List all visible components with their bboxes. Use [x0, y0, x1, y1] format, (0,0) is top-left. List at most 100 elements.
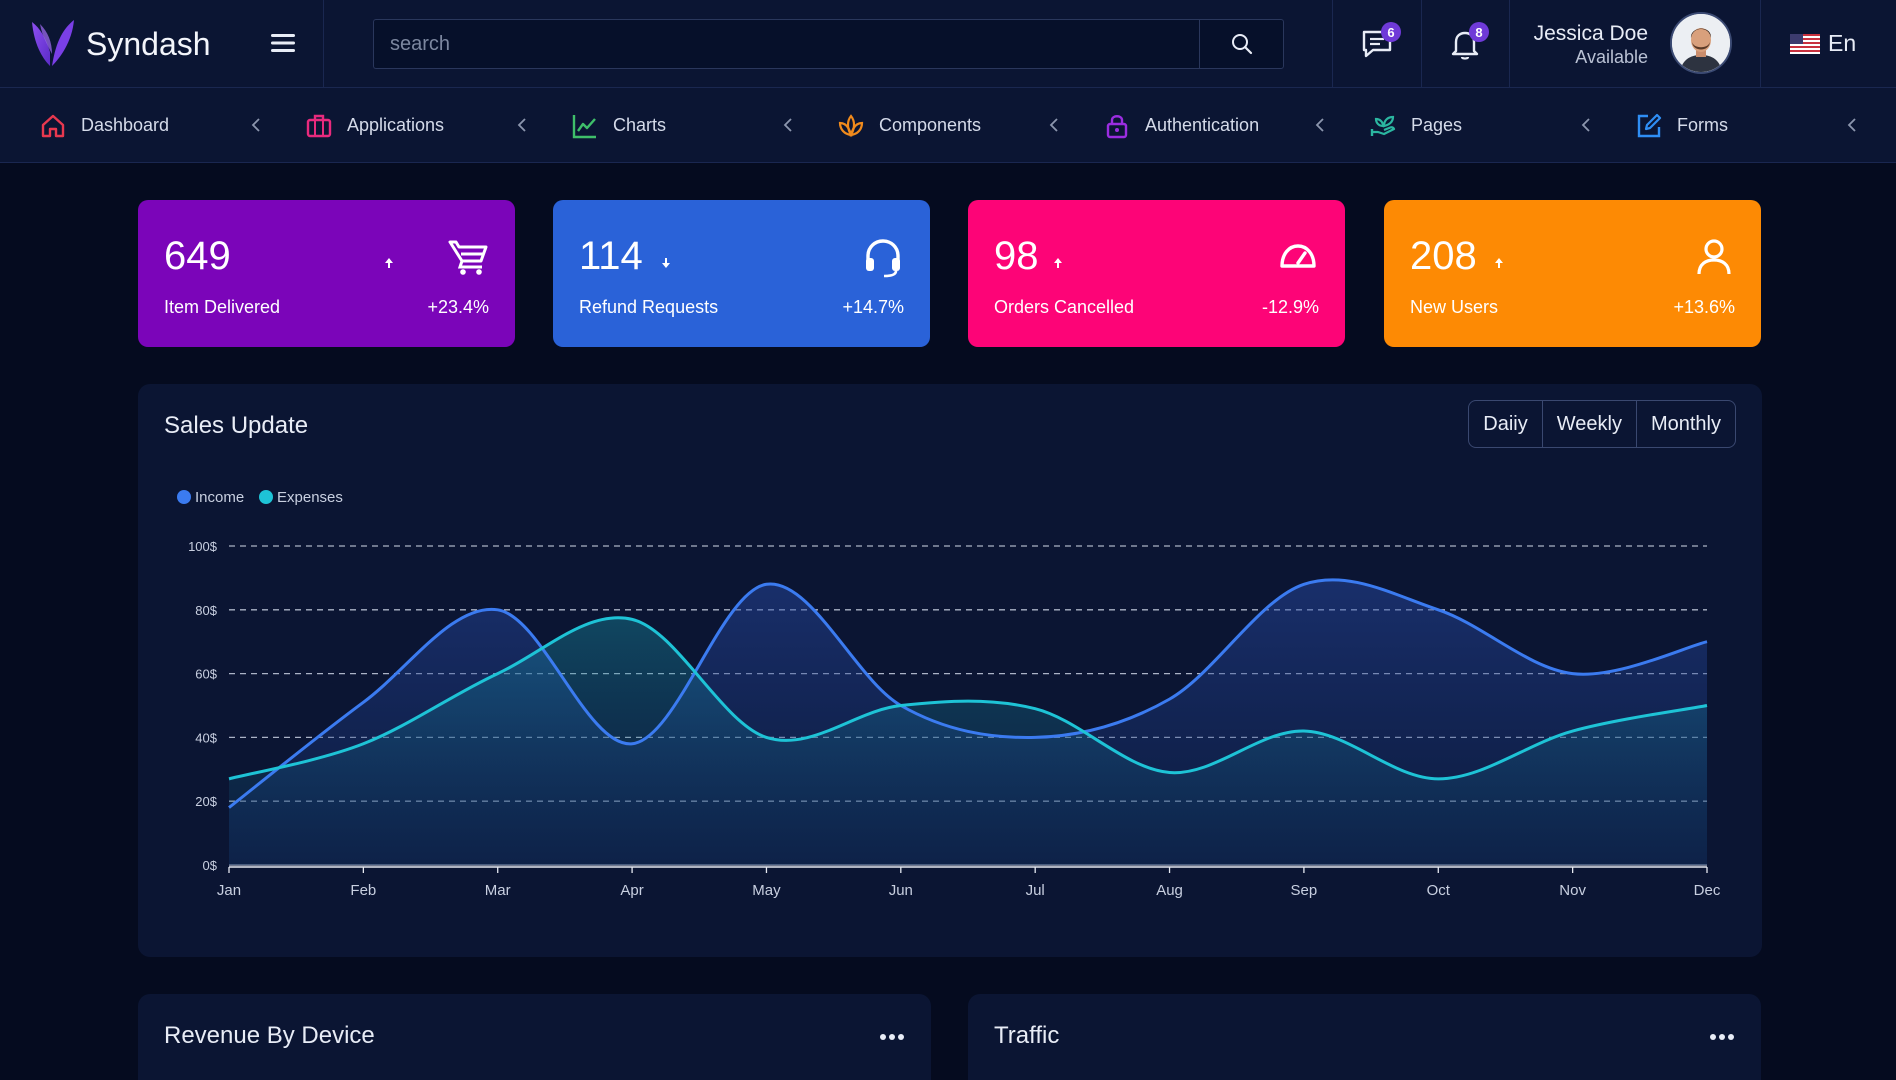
stat-change: +23.4% [427, 297, 489, 317]
nav-item-components[interactable]: Components [798, 88, 1064, 163]
stat-card-new-users: 208 New Users +13.6% [1384, 200, 1761, 347]
y-tick-label: 80$ [195, 603, 217, 618]
header-divider [1332, 0, 1333, 88]
home-icon [41, 114, 65, 137]
stat-label: New Users [1410, 297, 1499, 317]
headset-icon [866, 239, 900, 278]
nav-label: Components [879, 115, 982, 135]
chevron-left-icon [1315, 118, 1324, 132]
search-button[interactable] [1199, 19, 1284, 69]
x-tick-label: Feb [350, 882, 376, 899]
header-divider [1760, 0, 1761, 88]
header-divider [1421, 0, 1422, 88]
legend-marker [177, 490, 191, 504]
hamburger-menu-icon[interactable] [268, 28, 298, 58]
x-tick-label: Oct [1427, 882, 1451, 899]
x-tick-label: May [752, 882, 781, 899]
top-header: Syndash 6 8 Jessica [0, 0, 1896, 88]
bell-icon [1451, 31, 1479, 60]
arrow-up-icon [1054, 258, 1062, 268]
chevron-left-icon [1847, 118, 1856, 132]
stat-value: 649 [164, 234, 231, 278]
range-toggle: Daiiy Weekly Monthly [1468, 400, 1736, 448]
nav-label: Pages [1411, 115, 1463, 135]
x-tick-label: Dec [1694, 882, 1721, 899]
card-title: Revenue By Device [164, 1022, 375, 1049]
notifications-button[interactable]: 8 [1447, 22, 1489, 62]
language-selector[interactable]: En [1790, 30, 1856, 57]
nav-item-charts[interactable]: Charts [532, 88, 798, 163]
sales-chart: 0$ 20$ 40$ 60$ 80$ 100$ Jan Feb Mar Apr May Jun Jul A… [177, 489, 1721, 899]
chevron-left-icon [1049, 118, 1058, 132]
notifications-badge: 8 [1469, 22, 1489, 42]
area-expenses [229, 617, 1707, 865]
arrow-up-icon [385, 258, 393, 268]
lock-icon [1106, 114, 1128, 138]
stat-card-refund-requests: 114 Refund Requests +14.7% [553, 200, 930, 347]
more-options-icon[interactable] [879, 1032, 905, 1042]
user-icon [1697, 239, 1731, 275]
messages-button[interactable]: 6 [1359, 22, 1401, 62]
stat-label: Orders Cancelled [994, 297, 1135, 317]
user-profile-menu[interactable]: Jessica Doe Available [1520, 0, 1760, 88]
nav-label: Dashboard [81, 115, 170, 135]
y-tick-label: 40$ [195, 730, 217, 745]
brand-name: Syndash [86, 25, 211, 62]
x-tick-label: Jan [217, 882, 241, 899]
chevron-left-icon [517, 118, 526, 132]
weekly-button[interactable]: Weekly [1541, 401, 1636, 447]
card-title: Sales Update [164, 412, 309, 439]
x-tick-label: Mar [485, 882, 511, 899]
card-title: Traffic [994, 1022, 1060, 1049]
header-divider [323, 0, 324, 88]
stat-value: 114 [579, 234, 643, 278]
sales-update-card: Sales Update Daiiy Weekly Monthly 0$ 20$ 4… [138, 384, 1762, 957]
nav-item-forms[interactable]: Forms [1596, 88, 1862, 163]
nav-item-applications[interactable]: Applications [266, 88, 532, 163]
x-tick-label: Apr [620, 882, 643, 899]
nav-label: Applications [347, 115, 445, 135]
header-divider [1509, 0, 1510, 88]
nav-label: Authentication [1145, 115, 1260, 135]
avatar [1670, 12, 1732, 74]
nav-item-dashboard[interactable]: Dashboard [0, 88, 266, 163]
x-tick-label: Aug [1156, 882, 1183, 899]
us-flag-icon [1790, 33, 1820, 54]
x-tick-label: Jul [1026, 882, 1045, 899]
stat-card-items-delivered: 649 Item Delivered +23.4% [138, 200, 515, 347]
nav-item-pages[interactable]: Pages [1330, 88, 1596, 163]
daily-button[interactable]: Daiiy [1469, 401, 1541, 447]
y-tick-label: 60$ [195, 667, 217, 682]
user-name: Jessica Doe [1533, 22, 1648, 45]
main-nav: Dashboard Applications Charts Components [0, 88, 1896, 163]
lotus-icon [838, 113, 864, 137]
line-chart-icon [572, 114, 596, 138]
stat-card-orders-cancelled: 98 Orders Cancelled -12.9% [968, 200, 1345, 347]
briefcase-icon [306, 114, 332, 137]
legend-marker [259, 490, 273, 504]
stat-label: Item Delivered [164, 297, 281, 317]
stat-change: +13.6% [1673, 297, 1735, 317]
legend-label: Income [195, 489, 244, 506]
cart-icon [448, 240, 488, 275]
stat-value: 98 [994, 234, 1039, 278]
logo-icon [32, 20, 74, 66]
nav-item-authentication[interactable]: Authentication [1064, 88, 1330, 163]
revenue-by-device-card: Revenue By Device [138, 994, 931, 1080]
edit-square-icon [1637, 113, 1662, 137]
brand[interactable]: Syndash [30, 18, 211, 70]
nav-label: Forms [1677, 115, 1728, 135]
more-options-icon[interactable] [1709, 1032, 1735, 1042]
language-label: En [1828, 30, 1857, 56]
stat-value: 208 [1410, 234, 1477, 278]
speedometer-icon [1280, 244, 1316, 268]
search-input[interactable] [373, 19, 1199, 69]
monthly-button[interactable]: Monthly [1635, 401, 1735, 447]
x-tick-label: Jun [889, 882, 913, 899]
legend-label: Expenses [277, 489, 343, 506]
chevron-left-icon [251, 118, 260, 132]
y-tick-label: 0$ [203, 858, 218, 873]
y-tick-label: 100$ [188, 539, 218, 554]
chevron-left-icon [1581, 118, 1590, 132]
messages-badge: 6 [1381, 22, 1401, 42]
